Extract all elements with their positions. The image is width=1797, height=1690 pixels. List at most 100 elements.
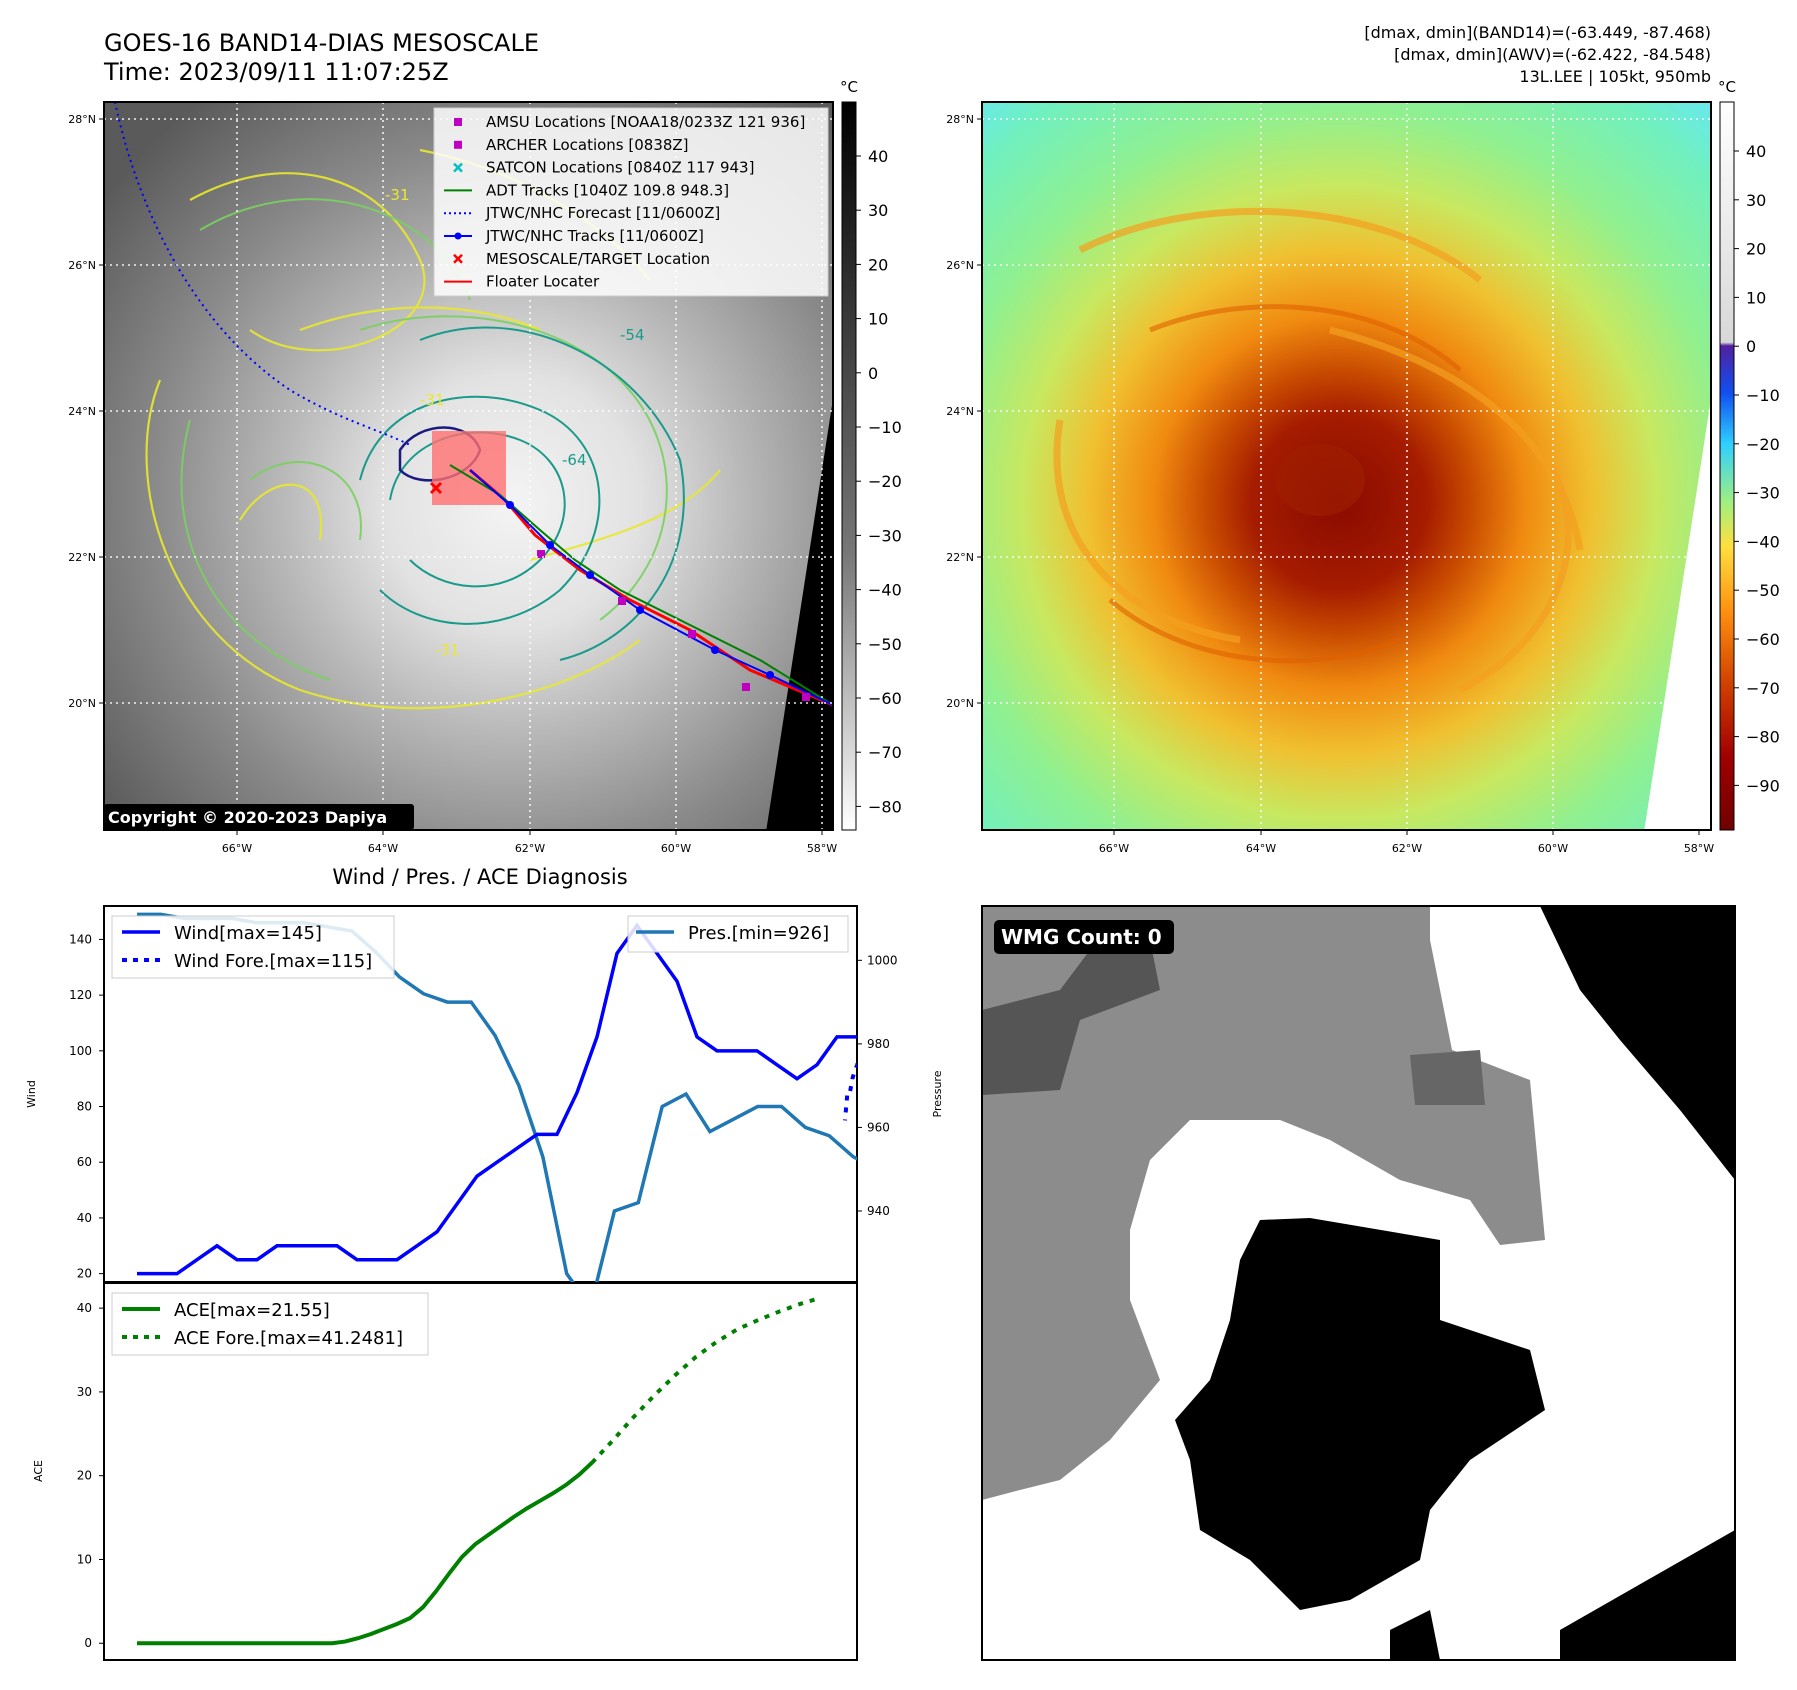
ace-ytick-1: 10 <box>77 1552 92 1566</box>
lon-tick-0: 66°W <box>222 842 252 855</box>
ace-chart: ACE 0 10 20 30 40 ACE[max=21.55] ACE Fore.[m… <box>32 1282 858 1661</box>
legend-label-6: MESOSCALE/TARGET Location <box>486 250 710 268</box>
colorbar-tick-12: −80 <box>868 797 902 816</box>
colorbar-tick-8: −40 <box>868 581 902 600</box>
lat-tick-4: 20°N <box>68 697 96 710</box>
ace-ytick-2: 20 <box>77 1469 92 1483</box>
right-map-lon-ticks: 66°W 64°W 62°W 60°W 58°W <box>1099 830 1714 855</box>
wind-pressure-chart: Wind Pressure 20 40 60 80 100 120 140 940 960 98… <box>25 905 944 1283</box>
left-map-legend: AMSU Locations [NOAA18/0233Z 121 936] ARC… <box>433 107 829 297</box>
colorbar-tick-5: −10 <box>1746 386 1780 405</box>
wind-ytick-3: 80 <box>77 1100 92 1114</box>
colorbar-tick-0: 40 <box>868 147 888 166</box>
right-map <box>982 102 1711 830</box>
wmg-panel: WMG Count: 0 <box>981 905 1736 1661</box>
ace-ylabel: ACE <box>32 1460 45 1482</box>
pressure-ylabel: Pressure <box>931 1070 944 1117</box>
contour-label-2: -54 <box>620 326 645 344</box>
colorbar-tick-11: −70 <box>868 743 902 762</box>
legend-marker-6 <box>453 253 463 264</box>
wind-line <box>137 922 857 1276</box>
colorbar-tick-10: −60 <box>868 689 902 708</box>
colorbar-tick-10: −60 <box>1746 630 1780 649</box>
colorbar-tick-12: −80 <box>1746 728 1780 747</box>
legend-label-3: ADT Tracks [1040Z 109.8 948.3] <box>486 181 729 199</box>
lon-tick-4: 58°W <box>1684 842 1714 855</box>
contour-label-3: -64 <box>562 451 587 469</box>
legend-label-2: SATCON Locations [0840Z 117 943] <box>486 159 754 177</box>
legend-pres-label: Pres.[min=926] <box>688 923 829 944</box>
contour-label-5: -31 <box>420 391 445 409</box>
legend-marker-0 <box>454 118 462 126</box>
pres-ytick-2: 980 <box>867 1037 890 1051</box>
diagnosis-title: Wind / Pres. / ACE Diagnosis <box>332 865 627 889</box>
ace-line <box>137 1461 594 1646</box>
colorbar-tick-5: −10 <box>868 418 902 437</box>
ace-ytick-0: 0 <box>84 1636 92 1650</box>
lon-tick-3: 60°W <box>661 842 691 855</box>
lon-tick-1: 64°W <box>1246 842 1276 855</box>
colorbar-tick-4: 0 <box>868 364 878 383</box>
legend-label-5: JTWC/NHC Tracks [11/0600Z] <box>485 227 704 245</box>
colorbar-tick-9: −50 <box>868 635 902 654</box>
colorbar-tick-6: −20 <box>1746 435 1780 454</box>
lon-tick-2: 62°W <box>1392 842 1422 855</box>
wind-ytick-1: 40 <box>77 1211 92 1225</box>
legend-label-1: ARCHER Locations [0838Z] <box>486 136 689 154</box>
pres-ytick-1: 960 <box>867 1120 890 1134</box>
pres-ytick-0: 940 <box>867 1204 890 1218</box>
colorbar-tick-11: −70 <box>1746 679 1780 698</box>
wind-forecast-line <box>843 1055 857 1121</box>
legend-wind-label: Wind[max=145] <box>174 923 322 944</box>
colorbar-tick-4: 0 <box>1746 337 1756 356</box>
wind-ytick-0: 20 <box>77 1267 92 1281</box>
lat-tick-1: 26°N <box>946 259 974 272</box>
colorbar-tick-2: 20 <box>1746 240 1766 259</box>
legend-marker-1 <box>454 140 462 149</box>
lat-tick-0: 28°N <box>68 113 96 126</box>
lat-tick-1: 26°N <box>68 259 96 272</box>
colorbar-tick-7: −30 <box>868 526 902 545</box>
stats-storm: 13L.LEE | 105kt, 950mb <box>1519 67 1711 86</box>
colorbar-tick-13: −90 <box>1746 776 1780 795</box>
legend-label-0: AMSU Locations [NOAA18/0233Z 121 936] <box>486 113 805 131</box>
wind-ytick-2: 60 <box>77 1155 92 1169</box>
lat-tick-2: 24°N <box>946 405 974 418</box>
lat-tick-0: 28°N <box>946 113 974 126</box>
lat-tick-4: 20°N <box>946 697 974 710</box>
legend-ace-fore-label: ACE Fore.[max=41.2481] <box>174 1328 403 1349</box>
wind-ytick-5: 120 <box>69 988 92 1002</box>
colorbar-tick-8: −40 <box>1746 532 1780 551</box>
figure-time: Time: 2023/09/11 11:07:25Z <box>103 58 449 86</box>
lon-tick-1: 64°W <box>368 842 398 855</box>
colorbar-tick-9: −50 <box>1746 581 1780 600</box>
colorbar-tick-2: 20 <box>868 255 888 274</box>
left-colorbar-unit: °C <box>840 78 858 96</box>
right-colorbar: °C 40 30 20 10 0 −10 −20 −30 −40 −50 −60 −70 −80 −90 <box>1718 78 1780 831</box>
copyright-label: Copyright © 2020-2023 Dapiya <box>108 808 387 827</box>
legend-wind-fore-label: Wind Fore.[max=115] <box>174 951 372 972</box>
lat-tick-3: 22°N <box>946 551 974 564</box>
colorbar-tick-0: 40 <box>1746 142 1766 161</box>
wind-ytick-6: 140 <box>69 932 92 946</box>
colorbar-tick-1: 30 <box>1746 191 1766 210</box>
contour-label-1: -31 <box>385 186 410 204</box>
legend-label-4: JTWC/NHC Forecast [11/0600Z] <box>485 204 720 222</box>
pres-ytick-3: 1000 <box>867 953 898 967</box>
left-map-lat-ticks: 28°N 26°N 24°N 22°N 20°N <box>68 113 104 710</box>
stats-band14: [dmax, dmin](BAND14)=(-63.449, -87.468) <box>1364 23 1711 42</box>
right-colorbar-unit: °C <box>1718 78 1736 96</box>
wmg-count-label: WMG Count: 0 <box>1001 925 1162 949</box>
lon-tick-0: 66°W <box>1099 842 1129 855</box>
lon-tick-2: 62°W <box>515 842 545 855</box>
left-map-lon-ticks: 66°W 64°W 62°W 60°W 58°W <box>222 830 837 855</box>
colorbar-tick-6: −20 <box>868 472 902 491</box>
legend-marker-2 <box>453 162 463 173</box>
contour-label-4: -31 <box>435 641 460 659</box>
colorbar-tick-7: −30 <box>1746 484 1780 503</box>
lat-tick-2: 24°N <box>68 405 96 418</box>
wind-ytick-4: 100 <box>69 1044 92 1058</box>
left-colorbar: °C 40 30 20 10 0 −10 −20 −30 −40 −50 −60 −70 −80 <box>840 78 902 831</box>
wind-ylabel: Wind <box>25 1080 38 1108</box>
